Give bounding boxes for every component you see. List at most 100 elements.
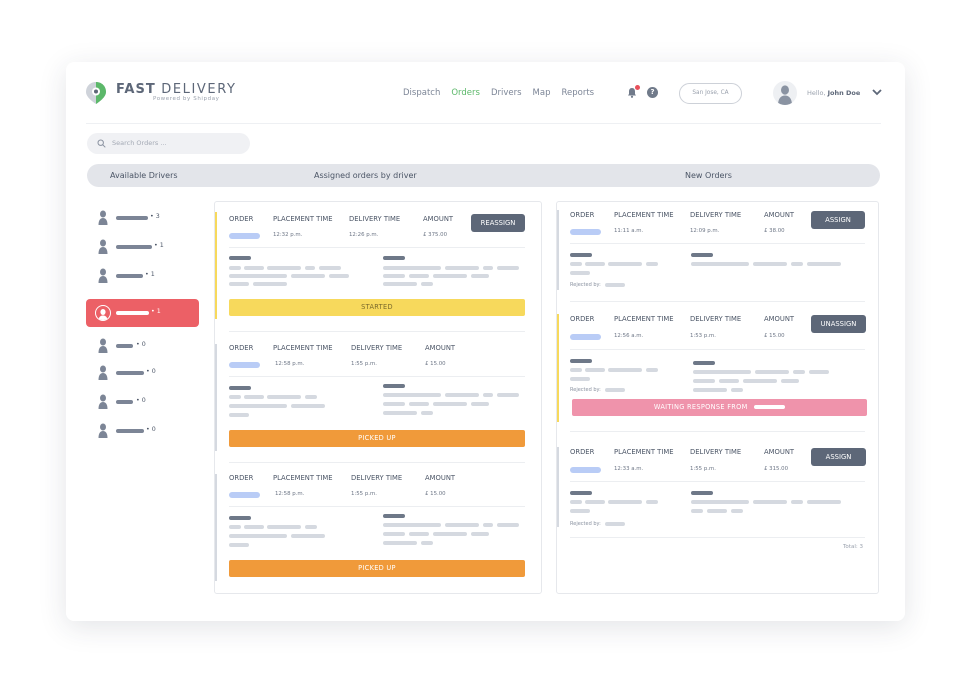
new-orders-panel: ORDER PLACEMENT TIME DELIVERY TIME AMOUN…: [556, 201, 879, 594]
col-placement-time: PLACEMENT TIME: [614, 211, 674, 219]
divider: [229, 247, 525, 248]
driver-name-placeholder: [116, 216, 148, 220]
location-selector[interactable]: San Jose, CA: [679, 83, 742, 104]
chevron-down-icon[interactable]: [872, 88, 882, 96]
status-accent-bar: [557, 447, 559, 527]
driver-icon: [98, 365, 108, 380]
driver-order-count: • 1: [154, 242, 164, 249]
reassign-button[interactable]: REASSIGN: [471, 214, 525, 232]
search-input[interactable]: Search Orders ...: [87, 133, 250, 154]
delivery-time: 12:26 p.m.: [349, 232, 379, 238]
nav-reports[interactable]: Reports: [561, 88, 595, 98]
driver-name-placeholder: [116, 429, 144, 433]
driver-icon: [98, 210, 108, 225]
col-amount: AMOUNT: [425, 474, 456, 482]
col-order: ORDER: [229, 344, 254, 352]
driver-avatar: [95, 305, 111, 321]
unassign-button[interactable]: UNASSIGN: [811, 315, 866, 333]
assign-button[interactable]: ASSIGN: [811, 211, 865, 229]
header: FAST DELIVERY Powered by Shipday Dispatc…: [66, 62, 905, 124]
driver-item[interactable]: • 0: [86, 419, 199, 443]
assigned-order-card[interactable]: ORDER PLACEMENT TIME DELIVERY TIME AMOUN…: [215, 474, 541, 592]
order-id-placeholder: [229, 362, 260, 368]
placement-time: 12:32 p.m.: [273, 232, 303, 238]
driver-icon: [98, 338, 108, 353]
user-greeting: Hello, John Doe: [807, 89, 861, 97]
col-delivery-time: DELIVERY TIME: [351, 474, 403, 482]
divider: [570, 301, 865, 302]
section-header-bar: Available Drivers Assigned orders by dri…: [87, 164, 880, 187]
col-placement-time: PLACEMENT TIME: [273, 215, 333, 223]
driver-item[interactable]: • 1: [86, 235, 199, 259]
order-amount: £ 15.00: [764, 333, 785, 339]
divider: [229, 331, 525, 332]
col-delivery-time: DELIVERY TIME: [351, 344, 403, 352]
driver-item[interactable]: • 0: [86, 334, 199, 358]
assigned-order-card[interactable]: ORDER PLACEMENT TIME DELIVERY TIME AMOUN…: [215, 344, 541, 462]
help-icon[interactable]: ?: [647, 87, 658, 98]
driver-order-count: • 0: [136, 397, 146, 404]
available-drivers-title: Available Drivers: [110, 171, 178, 180]
delivery-time: 1:55 p.m.: [690, 466, 716, 472]
divider: [229, 506, 525, 507]
order-amount: £ 38.00: [764, 228, 785, 234]
delivery-time: 1:55 p.m.: [351, 491, 377, 497]
col-order: ORDER: [570, 315, 595, 323]
nav-drivers[interactable]: Drivers: [490, 88, 522, 98]
placement-time: 12:58 p.m.: [275, 361, 305, 367]
assigned-order-card[interactable]: ORDER PLACEMENT TIME DELIVERY TIME AMOUN…: [215, 212, 541, 330]
col-placement-time: PLACEMENT TIME: [614, 315, 674, 323]
new-order-card[interactable]: ORDER PLACEMENT TIME DELIVERY TIME AMOUN…: [557, 314, 878, 422]
driver-item[interactable]: • 1: [86, 264, 199, 288]
driver-order-count: • 3: [150, 213, 160, 220]
col-order: ORDER: [229, 474, 254, 482]
driver-name-placeholder: [116, 344, 133, 348]
nav-dispatch[interactable]: Dispatch: [403, 88, 441, 98]
assigned-orders-title: Assigned orders by driver: [314, 171, 417, 180]
status-picked-up: PICKED UP: [229, 560, 525, 577]
rejected-by-label: Rejected by:: [570, 387, 601, 393]
user-silhouette-icon: [778, 85, 792, 105]
nav-orders[interactable]: Orders: [451, 88, 480, 98]
order-amount: £ 375.00: [423, 232, 448, 238]
order-id-placeholder: [570, 334, 601, 340]
col-order: ORDER: [570, 448, 595, 456]
main-nav: Dispatch Orders Drivers Map Reports: [403, 88, 594, 98]
col-placement-time: PLACEMENT TIME: [273, 344, 333, 352]
new-order-card[interactable]: ORDER PLACEMENT TIME DELIVERY TIME AMOUN…: [557, 447, 878, 537]
new-orders-title: New Orders: [685, 171, 732, 180]
order-id-placeholder: [229, 233, 260, 239]
divider: [570, 537, 865, 538]
delivery-time: 12:09 p.m.: [690, 228, 720, 234]
order-amount: £ 15.00: [425, 491, 446, 497]
col-amount: AMOUNT: [423, 215, 454, 223]
col-amount: AMOUNT: [764, 315, 795, 323]
nav-map[interactable]: Map: [532, 88, 551, 98]
order-amount: £ 315.00: [764, 466, 789, 472]
bell-icon[interactable]: [627, 87, 637, 98]
driver-item[interactable]: • 3: [86, 206, 199, 230]
customer-name-placeholder: [229, 256, 251, 260]
col-placement-time: PLACEMENT TIME: [614, 448, 674, 456]
driver-item-selected[interactable]: • 1: [86, 299, 199, 327]
driver-icon: [98, 423, 108, 438]
divider: [570, 481, 865, 482]
driver-icon: [98, 394, 108, 409]
notification-badge: [635, 85, 640, 90]
driver-item[interactable]: • 0: [86, 390, 199, 414]
status-accent-bar: [557, 210, 559, 290]
address-placeholder: [383, 256, 405, 260]
driver-order-count: • 1: [151, 308, 161, 315]
avatar[interactable]: [773, 81, 797, 105]
new-order-card[interactable]: ORDER PLACEMENT TIME DELIVERY TIME AMOUN…: [557, 210, 878, 302]
driver-item[interactable]: • 0: [86, 361, 199, 385]
delivery-time: 1:53 p.m.: [690, 333, 716, 339]
assign-button[interactable]: ASSIGN: [811, 448, 866, 466]
status-accent-bar: [215, 474, 217, 581]
search-icon: [97, 139, 106, 148]
col-placement-time: PLACEMENT TIME: [273, 474, 333, 482]
divider: [229, 376, 525, 377]
logo-pin-icon: [86, 82, 106, 104]
status-accent-bar: [557, 314, 559, 422]
driver-name-placeholder: [116, 245, 152, 249]
